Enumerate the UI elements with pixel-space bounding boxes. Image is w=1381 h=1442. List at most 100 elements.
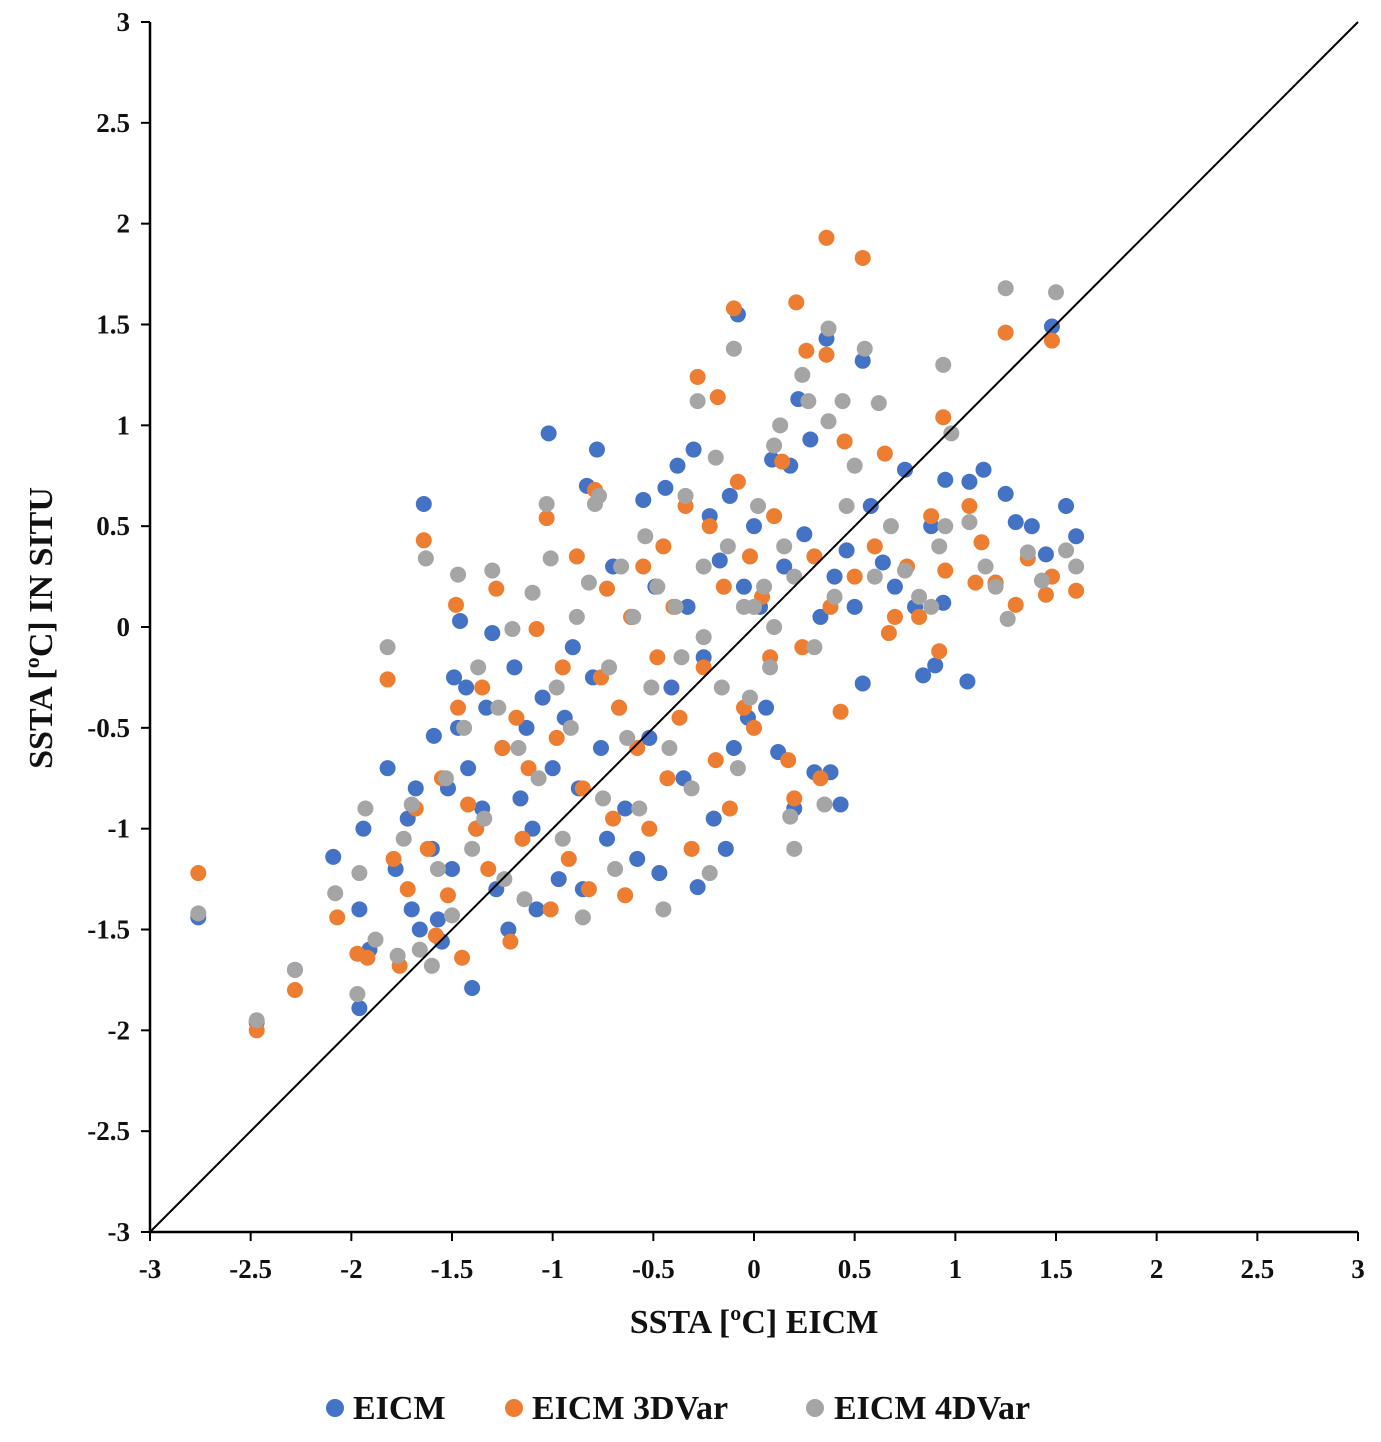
x-tick-label: 0	[747, 1254, 761, 1284]
y-tick-label: -0.5	[87, 713, 130, 743]
point-eicm-3dvar	[494, 740, 511, 756]
point-eicm	[588, 441, 605, 458]
series-eicm-3dvar	[190, 229, 1085, 1039]
point-eicm	[325, 848, 342, 865]
point-eicm-4dvar	[772, 417, 789, 434]
point-eicm-3dvar	[329, 909, 346, 926]
point-eicm-4dvar	[794, 366, 811, 383]
point-eicm-3dvar	[359, 949, 376, 966]
point-eicm	[975, 461, 992, 478]
point-eicm	[735, 578, 752, 595]
point-eicm	[862, 498, 879, 514]
point-eicm-3dvar	[876, 445, 893, 462]
point-eicm	[415, 495, 432, 512]
point-eicm-3dvar	[655, 538, 672, 555]
point-eicm-4dvar	[935, 356, 952, 373]
point-eicm	[705, 810, 722, 827]
point-eicm	[524, 820, 541, 837]
point-eicm-3dvar	[967, 574, 984, 591]
point-eicm-3dvar	[1037, 586, 1054, 603]
point-eicm-3dvar	[548, 729, 565, 746]
point-eicm-4dvar	[838, 498, 855, 514]
x-tick-label: 1.5	[1039, 1254, 1073, 1284]
y-tick-label: 0.5	[96, 511, 130, 541]
point-eicm-4dvar	[429, 861, 446, 877]
point-eicm-4dvar	[882, 518, 899, 535]
point-eicm	[460, 760, 477, 777]
point-eicm	[915, 667, 932, 684]
point-eicm-4dvar	[613, 558, 630, 575]
y-tick-label: 3	[117, 7, 131, 37]
point-eicm-4dvar	[1048, 284, 1064, 301]
point-eicm-4dvar	[719, 538, 736, 555]
point-eicm	[635, 491, 652, 508]
point-eicm-4dvar	[456, 719, 473, 736]
point-eicm-4dvar	[677, 487, 694, 504]
point-eicm-4dvar	[750, 498, 767, 514]
y-axis-title: SSTA [ºC] IN SITU	[23, 487, 60, 769]
point-eicm-3dvar	[786, 790, 803, 807]
point-eicm	[854, 352, 871, 369]
point-eicm-3dvar	[746, 719, 762, 736]
point-eicm	[961, 473, 978, 490]
point-eicm	[540, 425, 557, 442]
point-eicm	[826, 568, 843, 585]
point-eicm-4dvar	[746, 598, 762, 615]
point-eicm-4dvar	[741, 689, 758, 706]
point-eicm-4dvar	[999, 610, 1016, 627]
point-eicm-4dvar	[607, 861, 624, 877]
point-eicm-3dvar	[649, 649, 666, 666]
point-eicm-4dvar	[870, 395, 887, 412]
point-eicm-3dvar	[721, 800, 738, 817]
point-eicm-4dvar	[423, 957, 440, 974]
point-eicm	[484, 625, 501, 642]
point-eicm-4dvar	[800, 393, 817, 410]
point-eicm-3dvar	[568, 548, 585, 565]
y-tick-label: 2	[117, 209, 131, 239]
point-eicm-4dvar	[695, 558, 712, 575]
x-tick-label: 1	[949, 1254, 963, 1284]
point-eicm	[351, 901, 368, 918]
point-eicm	[937, 471, 954, 488]
x-tick-label: 2	[1150, 1254, 1164, 1284]
point-eicm	[528, 901, 545, 918]
y-tick-label: 0	[117, 612, 131, 642]
point-eicm-4dvar	[820, 413, 837, 430]
point-eicm-4dvar	[590, 487, 607, 504]
point-eicm-4dvar	[766, 437, 783, 454]
point-eicm-4dvar	[762, 659, 779, 676]
data-points	[190, 229, 1085, 1039]
point-eicm-3dvar	[419, 840, 436, 857]
point-eicm-4dvar	[496, 871, 513, 888]
point-eicm-4dvar	[357, 800, 374, 817]
point-eicm-3dvar	[931, 643, 948, 660]
point-eicm-4dvar	[997, 280, 1014, 297]
point-eicm	[796, 526, 813, 543]
point-eicm	[458, 679, 475, 696]
point-eicm	[679, 598, 696, 615]
point-eicm-4dvar	[530, 770, 547, 787]
point-eicm-3dvar	[488, 580, 505, 597]
legend-label-eicm-4dvar: EICM 4DVar	[834, 1390, 1030, 1427]
legend-marker-eicm	[326, 1399, 344, 1417]
point-eicm-4dvar	[695, 629, 712, 646]
legend-label-eicm: EICM	[353, 1390, 446, 1427]
x-tick-label: -1	[541, 1254, 564, 1284]
point-eicm	[1007, 514, 1024, 531]
point-eicm-3dvar	[439, 887, 456, 904]
point-eicm	[657, 479, 674, 496]
point-eicm	[725, 740, 742, 756]
point-eicm-4dvar	[542, 550, 559, 567]
point-eicm-4dvar	[643, 679, 660, 696]
point-eicm-3dvar	[474, 679, 491, 696]
point-eicm	[512, 790, 529, 807]
point-eicm-4dvar	[713, 679, 730, 696]
point-eicm-3dvar	[605, 810, 622, 827]
point-eicm-3dvar	[780, 752, 797, 769]
point-eicm-4dvar	[834, 393, 851, 410]
point-eicm-4dvar	[190, 905, 207, 922]
point-eicm-3dvar	[818, 229, 835, 246]
point-eicm	[776, 558, 793, 575]
point-eicm-4dvar	[766, 619, 783, 635]
point-eicm	[629, 850, 646, 867]
